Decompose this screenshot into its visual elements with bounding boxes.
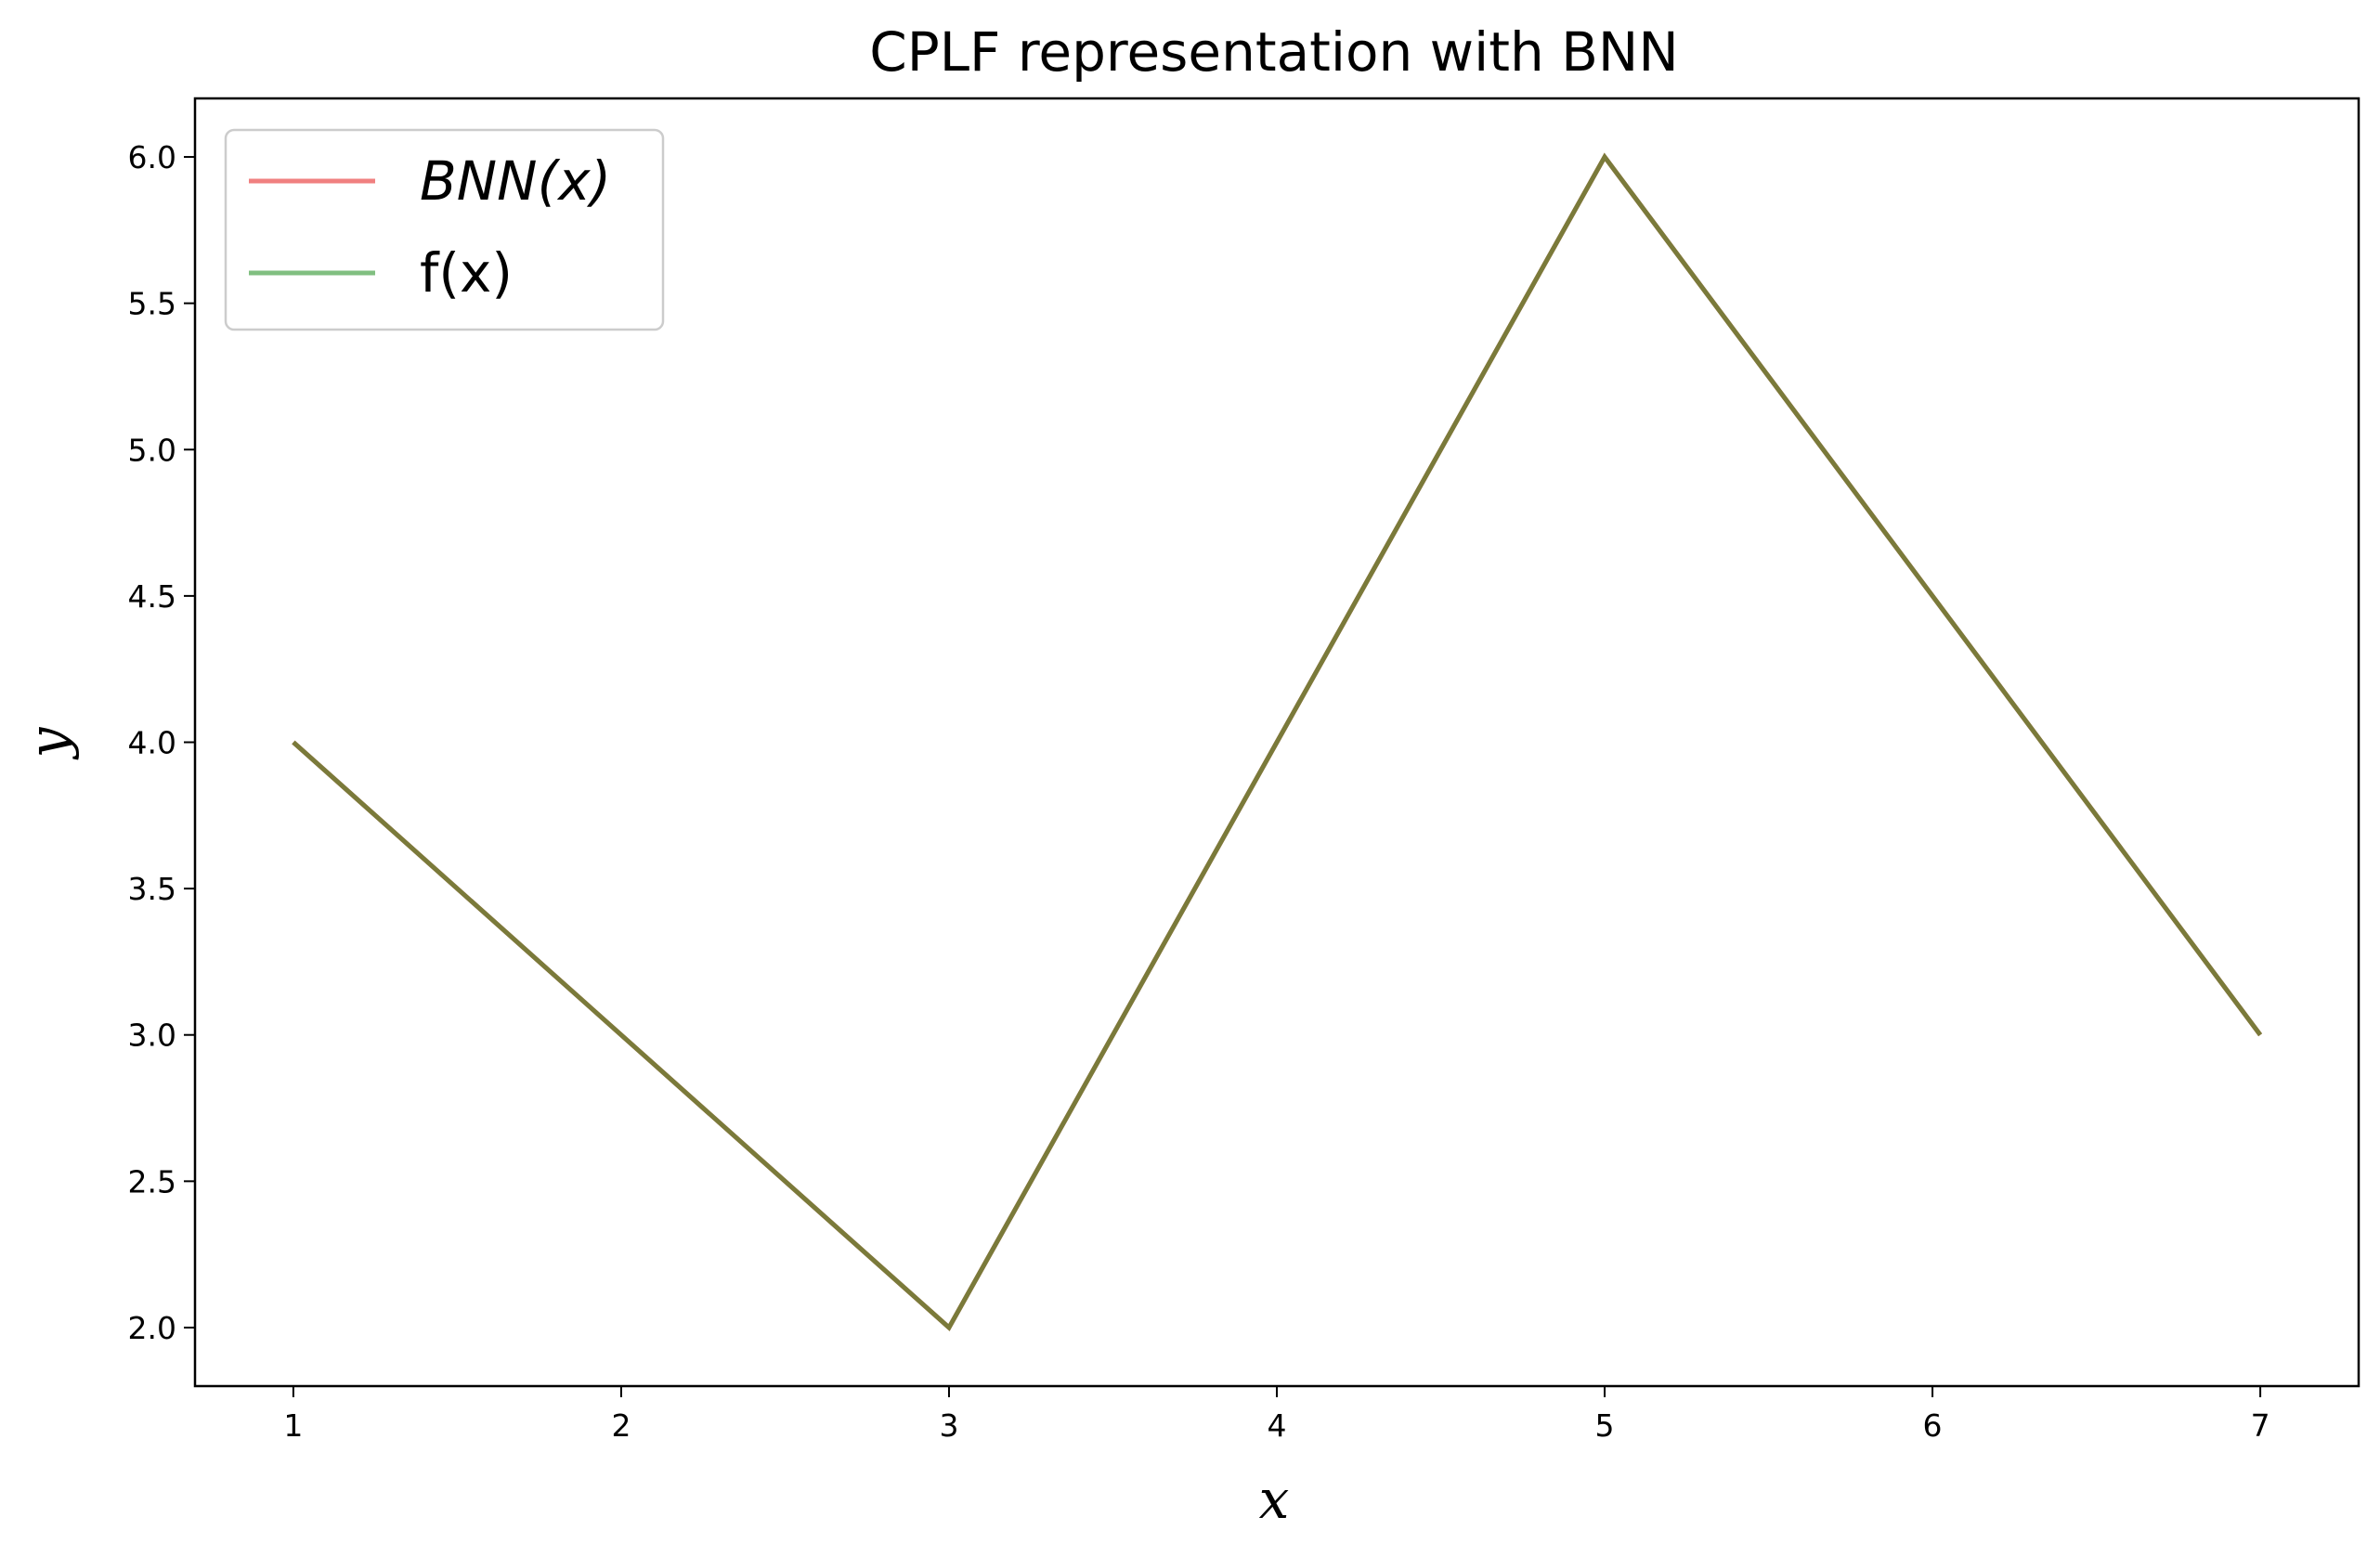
legend-label-bnn: BNN(x) (420, 149, 611, 213)
y-tick-label: 3.5 (128, 871, 176, 907)
y-tick-label: 5.5 (128, 286, 176, 322)
legend: BNN(x) f(x) (224, 128, 665, 331)
x-tick-label: 6 (1923, 1407, 1943, 1444)
x-tick-label: 3 (939, 1407, 958, 1444)
x-tick-label: 2 (611, 1407, 631, 1444)
y-tick-label: 2.0 (128, 1310, 176, 1346)
x-tick-label: 5 (1595, 1407, 1615, 1444)
x-tick-label: 7 (2251, 1407, 2270, 1444)
y-tick-label: 6.0 (128, 139, 176, 175)
x-axis: 1 2 3 4 5 6 7 (283, 1386, 2270, 1444)
y-tick-label: 5.0 (128, 432, 176, 468)
x-tick-label: 1 (283, 1407, 303, 1444)
y-tick-label: 4.0 (128, 725, 176, 761)
y-tick-label: 3.0 (128, 1018, 176, 1054)
y-axis: 2.0 2.5 3.0 3.5 4.0 4.5 5.0 5.5 6.0 (128, 139, 195, 1346)
y-tick-label: 4.5 (128, 578, 176, 615)
y-tick-label: 2.5 (128, 1163, 176, 1199)
legend-label-f: f(x) (420, 241, 513, 305)
series-layer (292, 152, 2263, 1331)
x-tick-label: 4 (1268, 1407, 1287, 1444)
series-line-f (292, 152, 2263, 1331)
chart-title: CPLF representation with BNN (869, 20, 1678, 84)
x-axis-title: x (1259, 1468, 1290, 1531)
y-axis-title: y (17, 726, 80, 760)
